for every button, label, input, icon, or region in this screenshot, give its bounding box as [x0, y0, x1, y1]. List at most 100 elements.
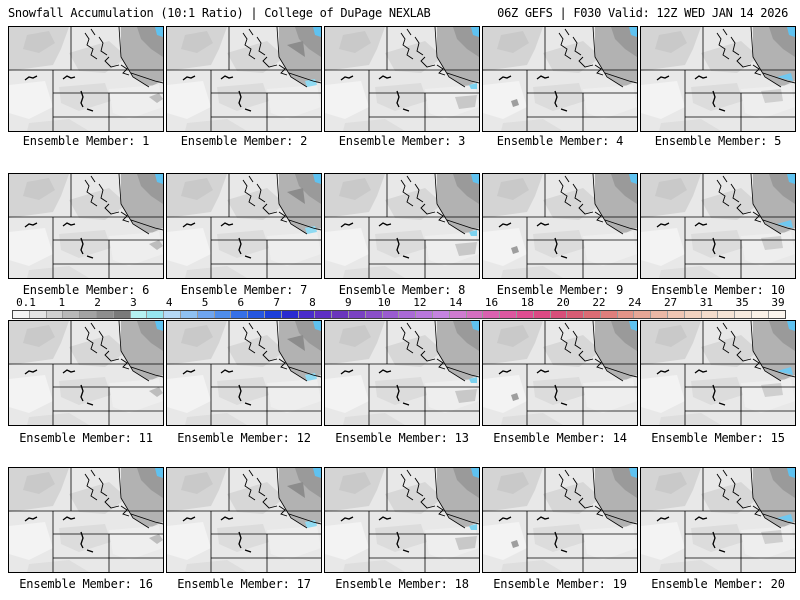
color-scale-label: 6: [237, 296, 245, 309]
snowfall-map-3: [325, 27, 479, 131]
snowfall-map-1: [9, 27, 163, 131]
snowfall-map-13: [325, 321, 479, 425]
color-swatch-36: [600, 311, 618, 318]
ensemble-member-label-15: Ensemble Member: 15: [651, 431, 785, 445]
model-run-valid-time: 06Z GEFS | F030 Valid: 12Z WED JAN 14 20…: [497, 6, 788, 20]
color-scale-label: 2: [94, 296, 101, 309]
snowfall-map-15: [641, 321, 795, 425]
color-swatch-21: [348, 311, 366, 318]
snowfall-map-5: [641, 27, 795, 131]
snowfall-map-6: [9, 174, 163, 278]
color-swatch-12: [197, 311, 215, 318]
snowfall-map-17: [167, 468, 321, 572]
color-scale-label: 3: [130, 296, 137, 309]
ensemble-member-label-3: Ensemble Member: 3: [338, 134, 466, 148]
color-scale-label: 24: [628, 296, 642, 309]
color-scale-label: 7: [273, 296, 280, 309]
snowfall-map-16: [9, 468, 163, 572]
ensemble-member-label-20: Ensemble Member: 20: [651, 577, 785, 591]
ensemble-member-label-8: Ensemble Member: 8: [338, 283, 466, 297]
color-swatch-10: [164, 311, 181, 318]
color-swatch-33: [550, 311, 568, 318]
snowfall-map-9: [483, 174, 637, 278]
ensemble-member-label-12: Ensemble Member: 12: [177, 431, 311, 445]
color-scale-label: 14: [449, 296, 463, 309]
snowfall-color-scale: 0.1 1 2 3 4 5 6 7 8 9 10 12 14 16 18 20 22 24 27 31 35 39: [12, 297, 788, 319]
color-swatch-5: [80, 311, 97, 318]
ensemble-member-map-16: [8, 467, 164, 573]
ensemble-member-map-5: [640, 26, 796, 132]
color-swatch-22: [365, 311, 383, 318]
color-swatch-42: [701, 311, 719, 318]
color-scale-label: 8: [309, 296, 316, 309]
color-swatch-29: [483, 311, 501, 318]
ensemble-member-map-1: [8, 26, 164, 132]
ensemble-member-map-10: [640, 173, 796, 279]
color-swatch-26: [432, 311, 450, 318]
color-swatch-27: [449, 311, 467, 318]
color-swatch-4: [63, 311, 81, 318]
ensemble-member-label-10: Ensemble Member: 10: [651, 283, 785, 297]
color-swatch-19: [315, 311, 333, 318]
color-scale-label: 1: [58, 296, 66, 309]
color-swatch-16: [264, 311, 282, 318]
color-scale-bar: [12, 310, 786, 319]
ensemble-member-label-9: Ensemble Member: 9: [496, 283, 624, 297]
ensemble-member-label-1: Ensemble Member: 1: [22, 134, 150, 148]
ensemble-member-label-19: Ensemble Member: 19: [493, 577, 627, 591]
color-scale-label: 4: [165, 296, 173, 309]
color-swatch-15: [248, 311, 265, 318]
color-scale-label: 39: [771, 296, 785, 309]
color-swatch-34: [567, 311, 585, 318]
color-scale-label: 16: [484, 296, 499, 309]
color-swatch-2: [29, 311, 47, 318]
color-swatch-25: [416, 311, 433, 318]
color-swatch-1: [13, 311, 30, 318]
snowfall-map-2: [167, 27, 321, 131]
snowfall-map-10: [641, 174, 795, 278]
color-swatch-37: [617, 311, 635, 318]
color-swatch-31: [516, 311, 534, 318]
ensemble-member-map-20: [640, 467, 796, 573]
map-title: Snowfall Accumulation (10:1 Ratio) | Col…: [8, 6, 431, 20]
color-swatch-38: [634, 311, 652, 318]
ensemble-member-map-11: [8, 320, 164, 426]
color-swatch-20: [332, 311, 349, 318]
ensemble-member-map-9: [482, 173, 638, 279]
color-swatch-17: [281, 311, 299, 318]
color-scale-label: 18: [520, 296, 534, 309]
color-swatch-41: [684, 311, 702, 318]
color-swatch-44: [735, 311, 753, 318]
snowfall-map-12: [167, 321, 321, 425]
ensemble-member-label-18: Ensemble Member: 18: [335, 577, 469, 591]
color-scale-label: 12: [413, 296, 427, 309]
color-swatch-18: [298, 311, 316, 318]
color-swatch-35: [584, 311, 601, 318]
color-swatch-40: [668, 311, 685, 318]
color-swatch-14: [231, 311, 249, 318]
ensemble-member-label-4: Ensemble Member: 4: [496, 134, 624, 148]
color-scale-label: 5: [201, 296, 209, 309]
ensemble-member-label-7: Ensemble Member: 7: [180, 283, 308, 297]
color-swatch-3: [46, 311, 64, 318]
color-swatch-7: [113, 311, 131, 318]
snowfall-map-11: [9, 321, 163, 425]
ensemble-member-label-11: Ensemble Member: 11: [19, 431, 153, 445]
snowfall-map-19: [483, 468, 637, 572]
color-swatch-11: [180, 311, 198, 318]
ensemble-member-label-5: Ensemble Member: 5: [654, 134, 782, 148]
ensemble-member-map-12: [166, 320, 322, 426]
ensemble-member-map-13: [324, 320, 480, 426]
snowfall-map-8: [325, 174, 479, 278]
color-scale-label: 22: [592, 296, 606, 309]
ensemble-member-map-15: [640, 320, 796, 426]
ensemble-member-label-6: Ensemble Member: 6: [22, 283, 150, 297]
ensemble-member-map-19: [482, 467, 638, 573]
color-scale-label: 20: [556, 296, 570, 309]
color-swatch-8: [130, 311, 148, 318]
color-swatch-23: [382, 311, 400, 318]
ensemble-member-map-18: [324, 467, 480, 573]
snowfall-map-4: [483, 27, 637, 131]
snowfall-map-7: [167, 174, 321, 278]
color-swatch-30: [500, 311, 517, 318]
